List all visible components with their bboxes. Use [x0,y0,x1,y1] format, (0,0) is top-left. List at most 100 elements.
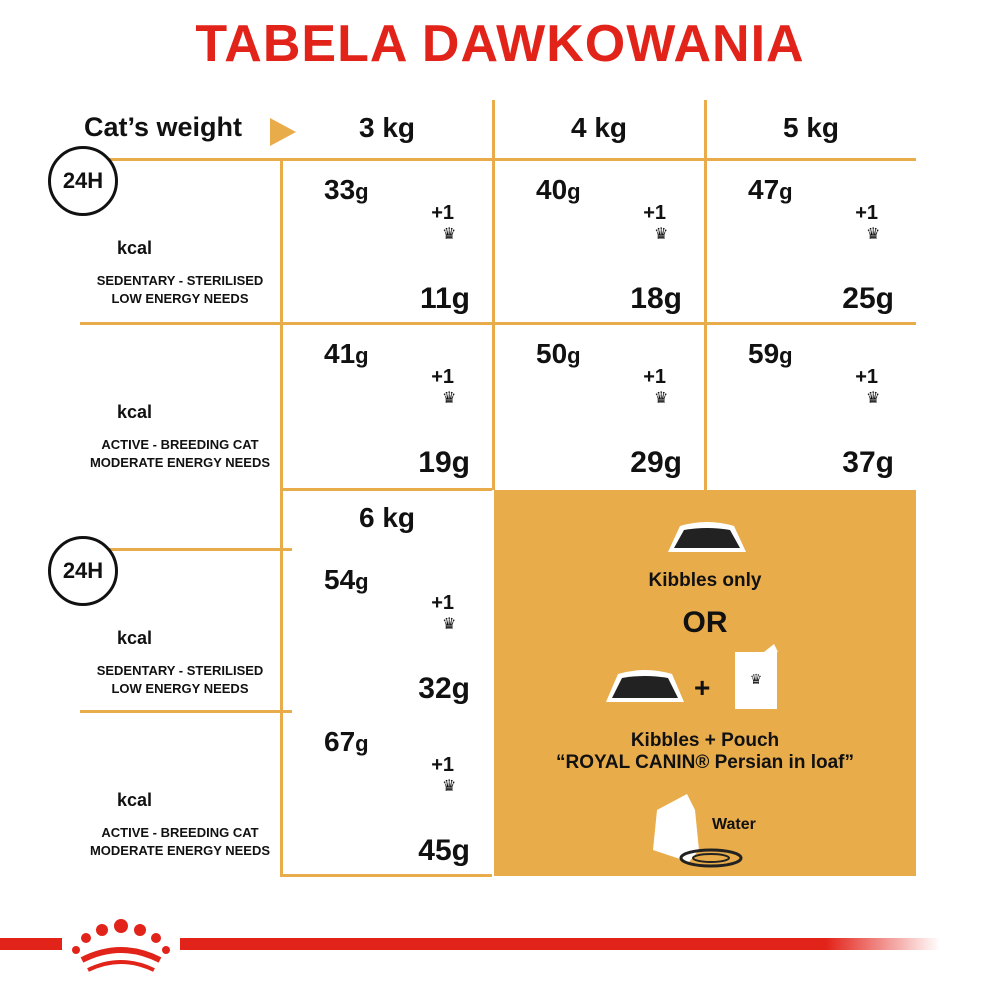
dosage-cell: 67g +1 ♛ 45g [282,712,492,874]
unit: g [355,569,369,594]
pouch-icon: ♛ [442,614,456,634]
dosage-cell: 33g +1 ♛ 11g [282,160,492,322]
water-label: Water [712,816,756,833]
activity-line2: MODERATE ENERGY NEEDS [89,843,271,858]
kibbles-pouch-label: Kibbles + Pouch [630,730,780,751]
activity-line1: ACTIVE - BREEDING CAT [101,437,259,452]
grid-line [80,322,916,325]
plus-one-pouch: +1 [855,366,878,388]
unit: g [779,179,793,204]
dosage-cell: 54g +1 ♛ 32g [282,550,492,712]
kibbles-only-amount: 41g [324,338,369,370]
pouch-icon: ♛ [442,776,456,796]
kibbles-grams: 59 [748,338,780,369]
kibbles-plus-pouch-amount: 11g [419,282,470,315]
kibbles-grams: 41 [324,338,356,369]
kibbles-grams: 47 [748,174,780,205]
weight-6kg: 6 kg [358,502,416,533]
kibble-bowl-icon [606,670,684,702]
activity-sedentary: 24H kcal SEDENTARY - STERILISED LOW ENERGY … [48,536,280,712]
grid-line [492,100,495,490]
pouch-name-label: “ROYAL CANIN® Persian in loaf” [555,752,854,773]
svg-text:♛: ♛ [654,390,669,407]
pouch-icon: ♛ [442,388,456,408]
activity-line2: LOW ENERGY NEEDS [111,291,249,306]
kibbles-grams: 67 [324,726,356,757]
pouch-icon: ♛ [442,224,456,244]
unit: g [355,343,369,368]
water-drinking-cat-icon [653,794,743,868]
kibble-bowl-icon [668,522,746,552]
pouch-icon: ♛ [866,388,880,408]
kibbles-plus-pouch-amount: 45g [418,834,470,867]
svg-text:♛: ♛ [442,226,457,243]
kibbles-grams: 33 [324,174,356,205]
kibbles-only-amount: 40g [536,174,581,206]
unit: g [567,343,581,368]
kibbles-plus-pouch-amount: 37g [842,446,894,479]
pouch-icon: ♛ [654,224,668,244]
kcal-label: kcal [117,402,153,422]
dosage-cell: 50g +1 ♛ 29g [494,324,704,486]
activity-active: kcal ACTIVE - BREEDING CAT MODERATE ENERGY… [80,324,280,486]
grid-line [80,710,292,713]
or-label: OR [682,606,728,639]
pouch-icon: ♛ [654,388,668,408]
kibbles-only-amount: 59g [748,338,793,370]
24h-clock-icon: 24H [48,146,118,216]
kcal-label: kcal [117,628,153,648]
grid-line [280,874,492,877]
dosage-cell: 40g +1 ♛ 18g [494,160,704,322]
kcal-label: kcal [117,790,153,810]
kcal-label: kcal [117,238,153,258]
unit: g [355,731,369,756]
activity-line2: MODERATE ENERGY NEEDS [89,455,271,470]
grid-line [80,158,916,161]
activity-line2: LOW ENERGY NEEDS [111,681,249,696]
pouch-icon: ♛ [735,644,778,709]
dosage-cell: 47g +1 ♛ 25g [706,160,916,322]
unit: g [779,343,793,368]
kibbles-only-amount: 47g [748,174,793,206]
svg-text:♛: ♛ [442,616,457,633]
grid-line [80,548,292,551]
svg-text:♛: ♛ [654,226,669,243]
activity-sedentary: 24H kcal SEDENTARY - STERILISED LOW ENERGY … [48,146,280,322]
legend-box: Kibbles only OR + ♛ Kibbles + Pouch “ROY… [494,490,916,876]
kibbles-plus-pouch-amount: 19g [418,446,470,479]
unit: g [567,179,581,204]
plus-one-pouch: +1 [431,366,454,388]
plus-one-pouch: +1 [643,202,666,224]
royal-canin-crown-logo [72,919,170,972]
kibbles-only-label: Kibbles only [648,570,762,591]
grid-line [280,488,492,491]
activity-line1: SEDENTARY - STERILISED [96,663,264,678]
plus-one-pouch: +1 [431,754,454,776]
kibbles-grams: 50 [536,338,568,369]
svg-text:♛: ♛ [750,671,763,687]
kibbles-plus-pouch-amount: 18g [630,282,682,315]
page-title: TABELA DAWKOWANIA [195,15,805,73]
kibbles-only-amount: 33g [324,174,369,206]
kibbles-plus-pouch-amount: 29g [630,446,682,479]
svg-text:♛: ♛ [442,778,457,795]
plus-one-pouch: +1 [643,366,666,388]
plus-one-pouch: +1 [431,202,454,224]
kibbles-only-amount: 50g [536,338,581,370]
footer-line-right [180,938,940,950]
pouch-icon: ♛ [866,224,880,244]
plus-one-pouch: +1 [855,202,878,224]
unit: g [355,179,369,204]
weight-4kg: 4 kg [570,112,628,143]
activity-line1: ACTIVE - BREEDING CAT [101,825,259,840]
svg-text:♛: ♛ [866,390,881,407]
grid-line [704,100,707,490]
kibbles-only-amount: 67g [324,726,369,758]
weight-5kg: 5 kg [782,112,840,143]
weight-3kg: 3 kg [358,112,416,143]
dosage-cell: 41g +1 ♛ 19g [282,324,492,486]
svg-text:♛: ♛ [442,390,457,407]
kibbles-grams: 54 [324,564,356,595]
dosage-cell: 59g +1 ♛ 37g [706,324,916,486]
arrow-right-icon [270,118,296,146]
